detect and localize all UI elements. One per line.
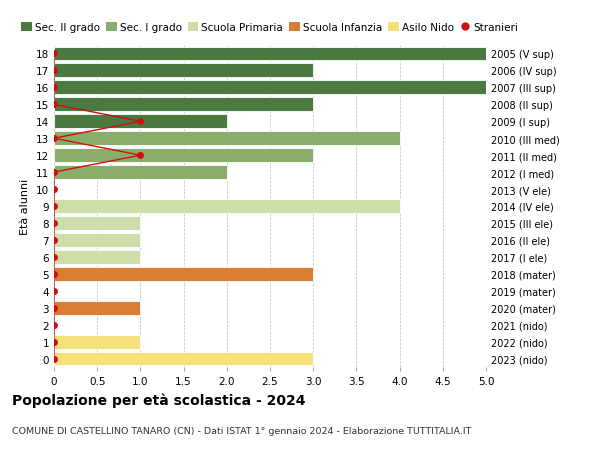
Point <box>49 135 59 143</box>
Bar <box>54 234 140 247</box>
Bar <box>54 217 140 230</box>
Bar <box>54 250 140 264</box>
Point <box>49 237 59 244</box>
Point <box>136 152 145 159</box>
Point <box>49 287 59 295</box>
Point <box>49 50 59 58</box>
Point <box>49 67 59 75</box>
Text: Popolazione per età scolastica - 2024: Popolazione per età scolastica - 2024 <box>12 392 305 407</box>
Bar <box>54 132 400 146</box>
Bar <box>54 200 400 213</box>
Point <box>49 203 59 210</box>
Point <box>49 186 59 193</box>
Point <box>49 254 59 261</box>
Bar <box>54 81 486 95</box>
Bar <box>54 301 140 315</box>
Bar <box>54 64 313 78</box>
Text: COMUNE DI CASTELLINO TANARO (CN) - Dati ISTAT 1° gennaio 2024 - Elaborazione TUT: COMUNE DI CASTELLINO TANARO (CN) - Dati … <box>12 426 472 435</box>
Point <box>49 220 59 227</box>
Bar <box>54 352 313 366</box>
Bar <box>54 267 313 281</box>
Y-axis label: Età alunni: Età alunni <box>20 179 31 235</box>
Legend: Sec. II grado, Sec. I grado, Scuola Primaria, Scuola Infanzia, Asilo Nido, Stran: Sec. II grado, Sec. I grado, Scuola Prim… <box>17 19 523 38</box>
Point <box>49 304 59 312</box>
Bar <box>54 47 486 62</box>
Point <box>49 270 59 278</box>
Point <box>49 101 59 109</box>
Bar <box>54 335 140 349</box>
Point <box>49 338 59 346</box>
Point <box>49 321 59 329</box>
Bar <box>54 166 227 179</box>
Point <box>49 355 59 363</box>
Point <box>49 84 59 92</box>
Bar <box>54 115 227 129</box>
Point <box>136 118 145 126</box>
Point <box>49 169 59 176</box>
Bar <box>54 149 313 163</box>
Bar <box>54 98 313 112</box>
